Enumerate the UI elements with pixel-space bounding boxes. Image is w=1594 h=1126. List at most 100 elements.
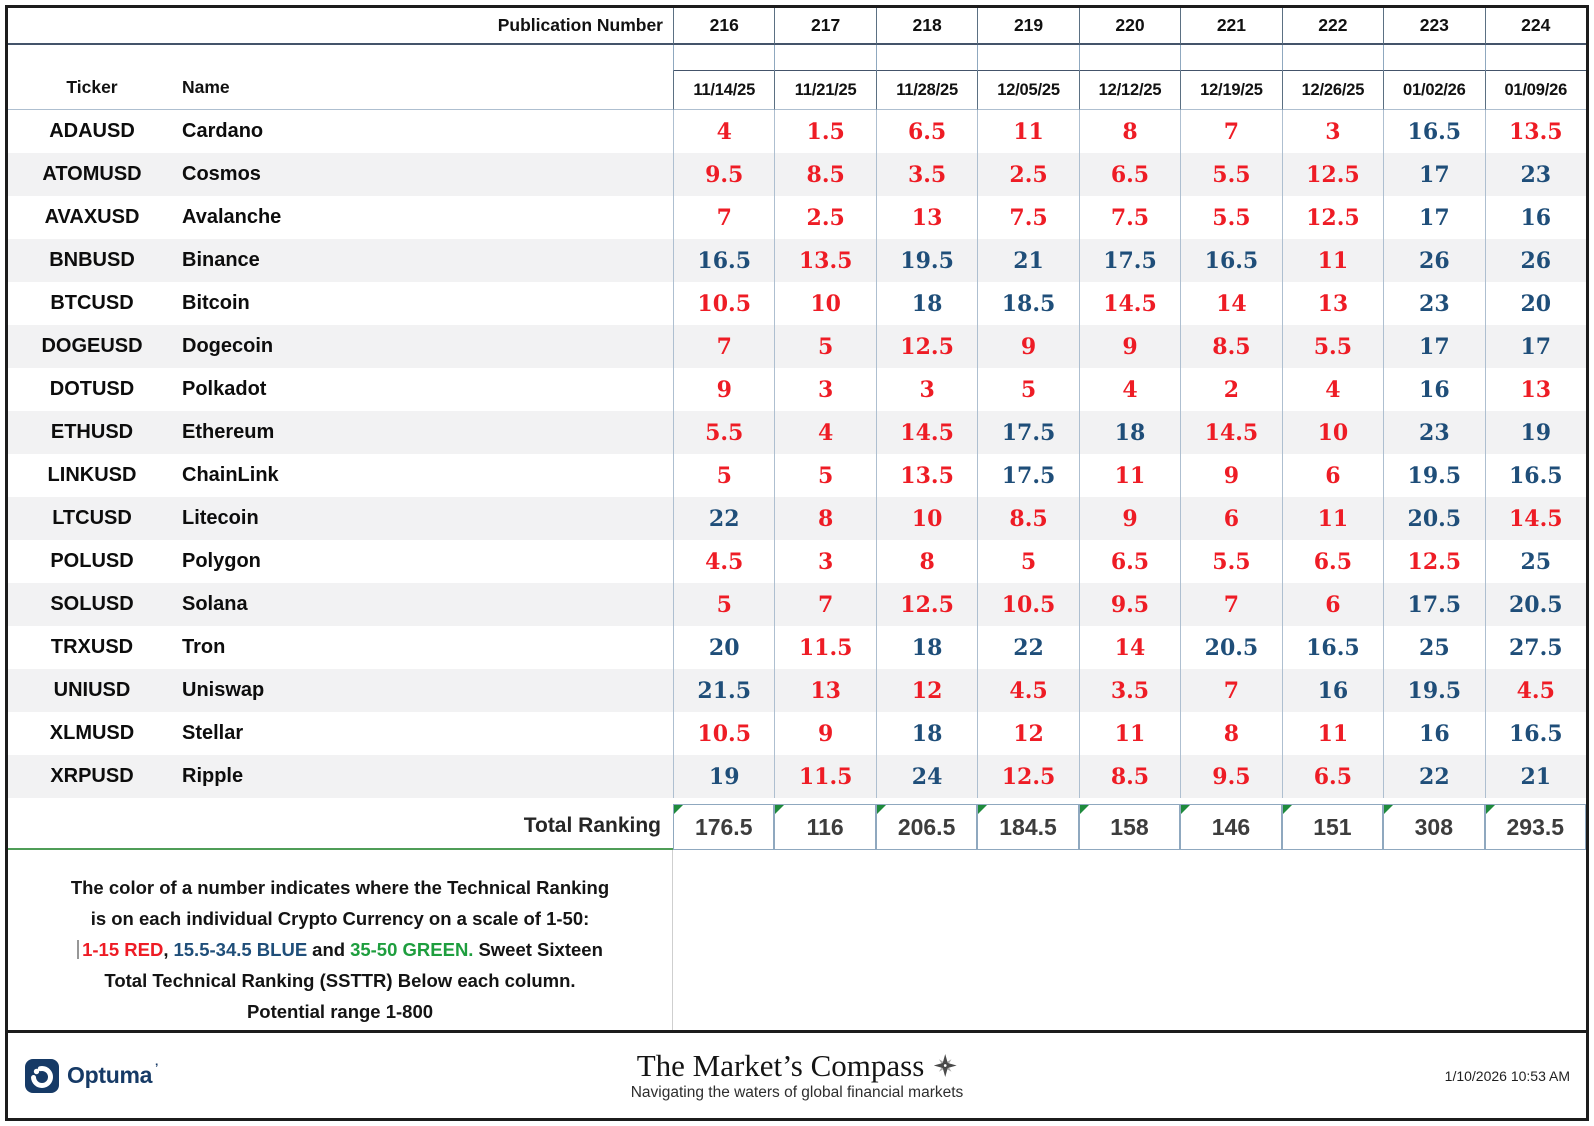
ranking-cell: 4 — [1281, 368, 1383, 411]
ranking-cell: 13.5 — [774, 239, 876, 282]
legend-line-5: Potential range 1-800 — [246, 1001, 434, 1022]
ranking-cell: 25 — [1484, 540, 1586, 583]
ranking-cell: 20 — [1484, 282, 1586, 325]
date-cell: 11/14/25 — [673, 71, 775, 110]
ranking-cell: 16.5 — [673, 239, 775, 282]
ranking-cell: 16.5 — [1484, 712, 1586, 755]
ranking-cell: 6.5 — [1078, 540, 1180, 583]
ranking-cell: 9 — [977, 325, 1079, 368]
legend-comma: , — [163, 939, 169, 960]
ranking-cell: 16.5 — [1281, 626, 1383, 669]
ranking-cell: 17 — [1383, 153, 1485, 196]
ranking-cell: 6.5 — [875, 110, 977, 153]
ranking-cell: 16 — [1383, 368, 1484, 411]
ticker-cell: DOTUSD — [49, 378, 135, 400]
total-ranking-cell: 176.5 — [673, 804, 775, 850]
market-compass-tagline: Navigating the waters of global financia… — [630, 1083, 964, 1101]
ranking-cell: 9.5 — [1180, 755, 1282, 798]
ranking-cell: 9.5 — [673, 153, 775, 196]
ranking-cell: 11 — [1281, 712, 1383, 755]
ranking-cell: 16 — [1383, 712, 1484, 755]
ranking-cell: 8.5 — [977, 497, 1079, 540]
ticker-cell: ATOMUSD — [8, 153, 176, 196]
publication-number-cell: 224 — [1484, 8, 1586, 45]
ranking-cell: 6.5 — [1078, 153, 1181, 196]
ranking-cell: 9 — [1180, 454, 1281, 497]
ranking-cell: 13.5 — [1484, 110, 1586, 153]
ranking-cell: 17 — [1383, 325, 1485, 368]
footer: Optuma The Market’s Compass Navigating t… — [8, 1030, 1586, 1118]
ranking-cell: 14.5 — [1484, 497, 1586, 540]
ranking-cell: 22 — [977, 626, 1078, 669]
ranking-cell: 9 — [774, 712, 875, 755]
ticker-cell: UNIUSD — [8, 669, 176, 712]
ranking-cell: 16 — [1484, 196, 1586, 239]
optuma-wordmark: Optuma — [67, 1061, 158, 1089]
legend-line-4: Total Technical Ranking (SSTTR) Below ea… — [104, 970, 576, 991]
ranking-cell: 25 — [1383, 626, 1484, 669]
ranking-cell: 18.5 — [977, 282, 1078, 325]
spacer-cell — [977, 45, 1079, 71]
ranking-cell: 14.5 — [875, 411, 978, 454]
ranking-cell: 10 — [1281, 411, 1384, 454]
date-cell: 11/28/25 — [875, 71, 978, 110]
ranking-cell: 11 — [1078, 712, 1180, 755]
ranking-cell: 14.5 — [1078, 282, 1180, 325]
legend-green-range: 35-50 GREEN. — [350, 939, 474, 960]
ranking-cell: 18 — [875, 282, 977, 325]
total-ranking-cell: 116 — [774, 804, 876, 850]
spacer-cell — [875, 45, 978, 71]
ranking-cell: 1.5 — [774, 110, 875, 153]
ranking-cell: 2.5 — [977, 153, 1079, 196]
ranking-cell: 7 — [673, 196, 774, 239]
ranking-cell: 18 — [1078, 411, 1181, 454]
ranking-cell: 17.5 — [977, 454, 1078, 497]
ranking-cell: 12.5 — [1281, 153, 1384, 196]
ranking-cell: 4.5 — [673, 540, 774, 583]
ranking-cell: 9 — [673, 368, 774, 411]
ranking-cell: 5 — [673, 454, 774, 497]
ranking-cell: 6 — [1180, 497, 1282, 540]
ranking-cell: 4.5 — [1484, 669, 1586, 712]
ranking-cell: 9.5 — [1078, 583, 1181, 626]
publication-number-cell: 217 — [774, 8, 876, 45]
spacer-cell — [1180, 45, 1282, 71]
ranking-cell: 20.5 — [1383, 497, 1485, 540]
spacer-cell — [1078, 45, 1181, 71]
column-headers: Ticker Name — [8, 45, 673, 110]
total-ranking-cell: 308 — [1383, 804, 1485, 850]
ranking-cell: 24 — [875, 755, 978, 798]
ticker-cell: BTCUSD — [50, 292, 134, 314]
ticker-cell: XLMUSD — [49, 722, 135, 744]
ranking-cell: 4.5 — [977, 669, 1079, 712]
publication-number-cell: 222 — [1281, 8, 1384, 45]
name-cell: Tron — [182, 636, 226, 658]
ranking-cell: 9 — [1078, 325, 1181, 368]
ranking-cell: 5.5 — [1180, 153, 1282, 196]
legend-notes: The color of a number indicates where th… — [8, 850, 673, 1030]
text-cursor-bar — [77, 940, 80, 959]
publication-number-label: Publication Number — [8, 8, 673, 45]
ranking-cell: 10.5 — [673, 282, 774, 325]
date-cell: 01/09/26 — [1484, 71, 1586, 110]
ranking-cell: 23 — [1484, 153, 1586, 196]
ranking-cell: 5 — [774, 454, 875, 497]
ranking-cell: 11.5 — [774, 755, 876, 798]
ranking-cell: 14 — [1078, 626, 1180, 669]
publication-number-cell: 221 — [1180, 8, 1282, 45]
spacer-cell — [1484, 45, 1586, 71]
ranking-cell: 13 — [1281, 282, 1383, 325]
ranking-cell: 14 — [1180, 282, 1281, 325]
ranking-cell: 12.5 — [1281, 196, 1383, 239]
ticker-cell: LINKUSD — [47, 464, 137, 486]
name-cell: Polkadot — [182, 378, 267, 400]
ranking-cell: 20 — [673, 626, 774, 669]
lower-right-blank — [673, 850, 1586, 1030]
ranking-cell: 21 — [977, 239, 1079, 282]
ranking-cell: 6 — [1281, 583, 1384, 626]
ranking-cell: 19.5 — [1383, 454, 1484, 497]
total-ranking-cell: 158 — [1078, 804, 1181, 850]
ranking-cell: 21 — [1484, 755, 1586, 798]
publication-number-cell: 223 — [1383, 8, 1485, 45]
